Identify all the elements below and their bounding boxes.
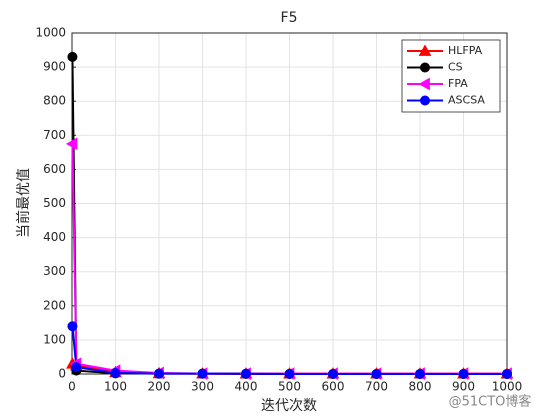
data-point [241, 368, 251, 379]
y-tick-label: 1000 [35, 26, 66, 40]
x-tick-label: 400 [235, 380, 258, 394]
data-point [371, 369, 382, 379]
y-axis-label: 当前最优值 [15, 168, 32, 238]
watermark: @51CTO博客 [449, 394, 532, 410]
y-tick-label: 300 [43, 264, 66, 278]
legend-marker [420, 95, 430, 106]
x-tick-label: 700 [365, 380, 388, 394]
legend-marker [418, 77, 430, 91]
data-point [197, 368, 208, 379]
y-tick-label: 800 [43, 94, 66, 108]
data-point [328, 369, 338, 379]
y-tick-label: 600 [43, 162, 66, 176]
x-tick-label: 500 [278, 380, 301, 394]
y-tick-label: 500 [43, 196, 66, 210]
series-line [71, 326, 507, 375]
x-tick-label: 300 [191, 380, 214, 394]
y-tick-label: 100 [43, 332, 66, 346]
legend-label: ASCSA [448, 94, 485, 107]
x-tick-label: 0 [68, 380, 76, 394]
y-tick-label: 0 [58, 367, 66, 381]
y-tick-label: 400 [43, 230, 66, 244]
data-point [154, 368, 164, 379]
y-tick-label: 700 [43, 128, 66, 142]
x-tick-label: 1000 [492, 380, 523, 394]
data-point [415, 369, 425, 379]
y-tick-label: 900 [43, 60, 66, 74]
data-point [65, 137, 78, 151]
data-point [110, 367, 121, 378]
legend-label: CS [448, 61, 463, 74]
x-tick-label: 600 [322, 380, 345, 394]
data-point [284, 369, 295, 379]
x-tick-label: 100 [104, 380, 127, 394]
x-tick-label: 900 [452, 380, 475, 394]
data-point [67, 321, 78, 332]
data-point [71, 362, 82, 373]
data-point [458, 369, 469, 379]
legend-marker [420, 62, 430, 73]
data-point [67, 51, 78, 62]
data-point [502, 369, 512, 379]
x-axis-label: 迭代次数 [261, 398, 317, 414]
legend-marker [418, 44, 432, 56]
x-tick-label: 800 [409, 380, 432, 394]
x-tick-label: 200 [148, 380, 171, 394]
legend-label: HLFPA [448, 44, 483, 57]
legend-label: FPA [448, 77, 468, 90]
y-tick-label: 200 [43, 298, 66, 312]
chart-title: F5 [281, 10, 298, 26]
